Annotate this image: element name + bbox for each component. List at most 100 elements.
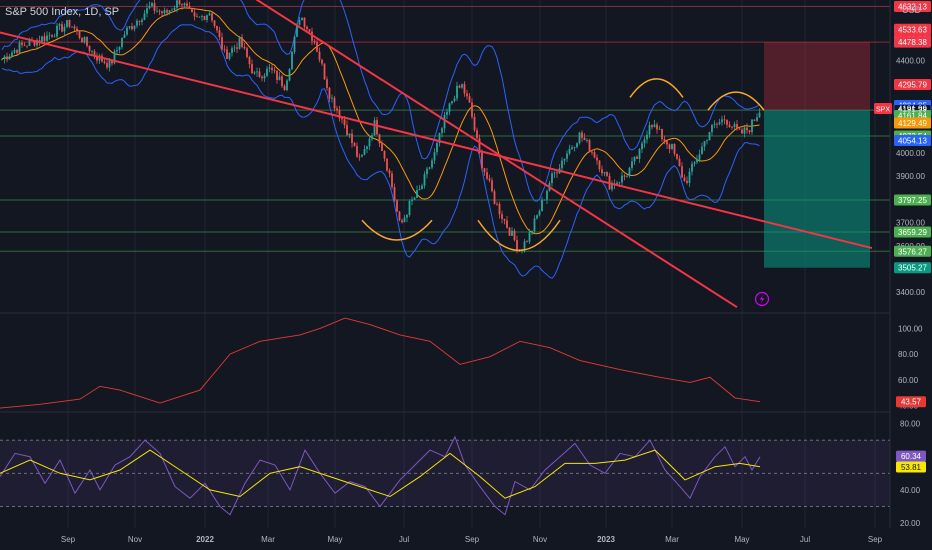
candle-body bbox=[713, 123, 716, 125]
candle-body bbox=[253, 72, 256, 74]
chart-title: S&P 500 Index, 1D, SP bbox=[5, 6, 120, 18]
candle-body bbox=[728, 124, 731, 127]
candle-body bbox=[358, 156, 361, 158]
candle-body bbox=[718, 122, 721, 125]
indicator-line bbox=[0, 317, 761, 409]
candle-body bbox=[506, 220, 508, 228]
candle-body bbox=[198, 16, 201, 18]
candle-body bbox=[61, 24, 63, 32]
candle-body bbox=[63, 26, 66, 32]
candle-body bbox=[491, 180, 493, 192]
candle-body bbox=[656, 124, 658, 130]
candle-body bbox=[511, 230, 513, 236]
candle-body bbox=[96, 56, 98, 61]
candle-body bbox=[726, 119, 728, 125]
candle-body bbox=[363, 149, 366, 155]
candle-body bbox=[498, 203, 501, 215]
candle-body bbox=[703, 141, 706, 147]
candle-body bbox=[433, 152, 436, 161]
candle-body bbox=[573, 147, 576, 148]
price-level-value: 3576.27 bbox=[898, 247, 927, 256]
y-tick-label: 100.00 bbox=[898, 324, 923, 333]
candle-body bbox=[743, 127, 746, 134]
candle-body bbox=[18, 42, 21, 53]
candle-body bbox=[701, 146, 703, 155]
candle-body bbox=[186, 3, 188, 6]
candle-body bbox=[571, 147, 573, 149]
rsi-pane[interactable] bbox=[0, 435, 890, 516]
candle-body bbox=[731, 126, 733, 128]
candle-body bbox=[123, 34, 126, 38]
candle-body bbox=[353, 143, 356, 147]
candle-body bbox=[213, 20, 216, 26]
candle-body bbox=[8, 56, 11, 60]
candle-body bbox=[413, 197, 416, 200]
price-axis[interactable]: 4400.004000.003900.003700.003600.003400.… bbox=[874, 0, 932, 550]
candle-body bbox=[361, 154, 363, 157]
x-tick-label: Jul bbox=[399, 535, 409, 544]
price-level-value: 4054.13 bbox=[898, 136, 927, 145]
candle-body bbox=[638, 149, 641, 159]
candle-body bbox=[206, 15, 208, 20]
indicator-pane[interactable] bbox=[0, 317, 761, 409]
candle-body bbox=[86, 36, 88, 46]
candle-body bbox=[441, 128, 443, 134]
symbol-tag-label: SPX bbox=[876, 107, 890, 114]
candle-body bbox=[428, 167, 431, 169]
candle-body bbox=[443, 114, 446, 129]
candle-body bbox=[676, 153, 678, 159]
candle-body bbox=[151, 3, 153, 6]
candle-body bbox=[321, 59, 323, 64]
bollinger-upper-band bbox=[1, 0, 760, 202]
candle-body bbox=[346, 125, 348, 136]
candle-body bbox=[288, 69, 291, 81]
candle-body bbox=[488, 178, 491, 181]
candle-body bbox=[208, 13, 211, 16]
candle-body bbox=[13, 50, 16, 53]
candle-body bbox=[166, 10, 168, 13]
candle-body bbox=[46, 35, 48, 41]
candle-body bbox=[523, 241, 526, 251]
y-tick-label: 40.00 bbox=[900, 486, 921, 495]
candle-body bbox=[266, 68, 268, 76]
candle-body bbox=[448, 103, 451, 112]
candle-body bbox=[538, 211, 541, 216]
current-price-value: 4191.99 bbox=[898, 105, 927, 114]
candle-body bbox=[286, 80, 288, 91]
candle-body bbox=[741, 129, 743, 134]
candle-body bbox=[296, 24, 298, 37]
candle-body bbox=[658, 128, 661, 130]
candle-body bbox=[103, 61, 106, 64]
candle-body bbox=[481, 152, 483, 169]
candle-body bbox=[623, 175, 626, 177]
candle-body bbox=[621, 175, 623, 183]
candle-body bbox=[421, 185, 423, 189]
candle-body bbox=[581, 132, 583, 138]
price-level-value: 4161.84 bbox=[898, 111, 927, 120]
candle-body bbox=[403, 217, 406, 223]
price-pane[interactable] bbox=[0, 0, 890, 309]
candle-body bbox=[368, 138, 371, 147]
candle-body bbox=[461, 84, 463, 88]
candle-body bbox=[646, 134, 648, 140]
candle-body bbox=[191, 8, 193, 13]
price-level-badge bbox=[894, 262, 931, 274]
time-axis[interactable]: Sep Nov 2022 Mar May Jul Sep Nov 2023 Mar May Jul Se… bbox=[61, 535, 883, 544]
candle-body bbox=[381, 143, 383, 152]
candle-body bbox=[501, 214, 503, 219]
candle-body bbox=[126, 27, 128, 35]
candle-body bbox=[38, 40, 41, 42]
candle-body bbox=[683, 177, 686, 181]
candle-body bbox=[651, 125, 653, 128]
x-tick-label: Nov bbox=[128, 535, 142, 544]
price-level-value: 4295.79 bbox=[898, 80, 927, 89]
lightning-icon[interactable] bbox=[754, 291, 770, 307]
candle-body bbox=[228, 52, 231, 59]
candle-body bbox=[653, 124, 656, 128]
candle-body bbox=[136, 20, 138, 26]
candle-body bbox=[336, 108, 338, 111]
candle-body bbox=[591, 151, 593, 153]
candle-body bbox=[161, 11, 163, 14]
candle-body bbox=[738, 128, 741, 130]
